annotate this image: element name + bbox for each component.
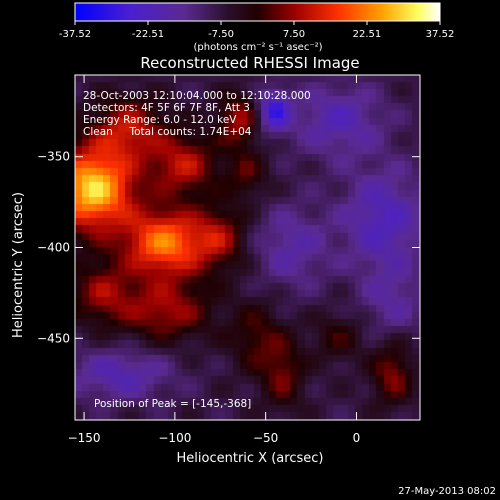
colorbar-unit-label: (photons cm⁻² s⁻¹ asec⁻²) [193, 42, 322, 53]
y-tick-label: −350 [37, 150, 70, 164]
colorbar-tick-label: 7.50 [283, 29, 305, 40]
x-tick-label: 0 [353, 431, 361, 445]
plot-title: Reconstructed RHESSI Image [140, 54, 359, 72]
y-axis-label: Heliocentric Y (arcsec) [11, 192, 26, 338]
colorbar-gradient [74, 2, 441, 22]
colorbar-tick-label: -37.52 [59, 29, 91, 40]
colorbar-tick-label: 37.52 [426, 29, 455, 40]
info-method: Clean Total counts: 1.74E+04 [83, 126, 252, 138]
peak-position-label: Position of Peak = [-145,-368] [94, 398, 251, 410]
colorbar: -37.52 -22.51 -7.50 7.50 22.51 37.52 (photons… [59, 2, 455, 53]
colorbar-tick-label: 22.51 [353, 29, 382, 40]
info-energy: Energy Range: 6.0 - 12.0 keV [83, 114, 237, 126]
timestamp: 27-May-2013 08:02 [398, 486, 496, 497]
x-tick-label: −150 [68, 431, 101, 445]
info-time: 28-Oct-2003 12:10:04.000 to 12:10:28.000 [83, 90, 311, 102]
x-tick-label: −50 [253, 431, 278, 445]
info-box: 28-Oct-2003 12:10:04.000 to 12:10:28.000… [83, 90, 311, 138]
x-axis-label: Heliocentric X (arcsec) [177, 451, 324, 466]
x-tick-label: −100 [158, 431, 191, 445]
colorbar-tick-label: -7.50 [208, 29, 234, 40]
colorbar-tick-label: -22.51 [132, 29, 164, 40]
info-detectors: Detectors: 4F 5F 6F 7F 8F, Att 3 [83, 102, 250, 114]
heatmap-container [75, 75, 420, 420]
axis-ticks: −150 −100 −50 0 −350 −400 −450 [37, 75, 420, 445]
y-tick-label: −400 [37, 241, 70, 255]
y-tick-label: −450 [37, 331, 70, 345]
